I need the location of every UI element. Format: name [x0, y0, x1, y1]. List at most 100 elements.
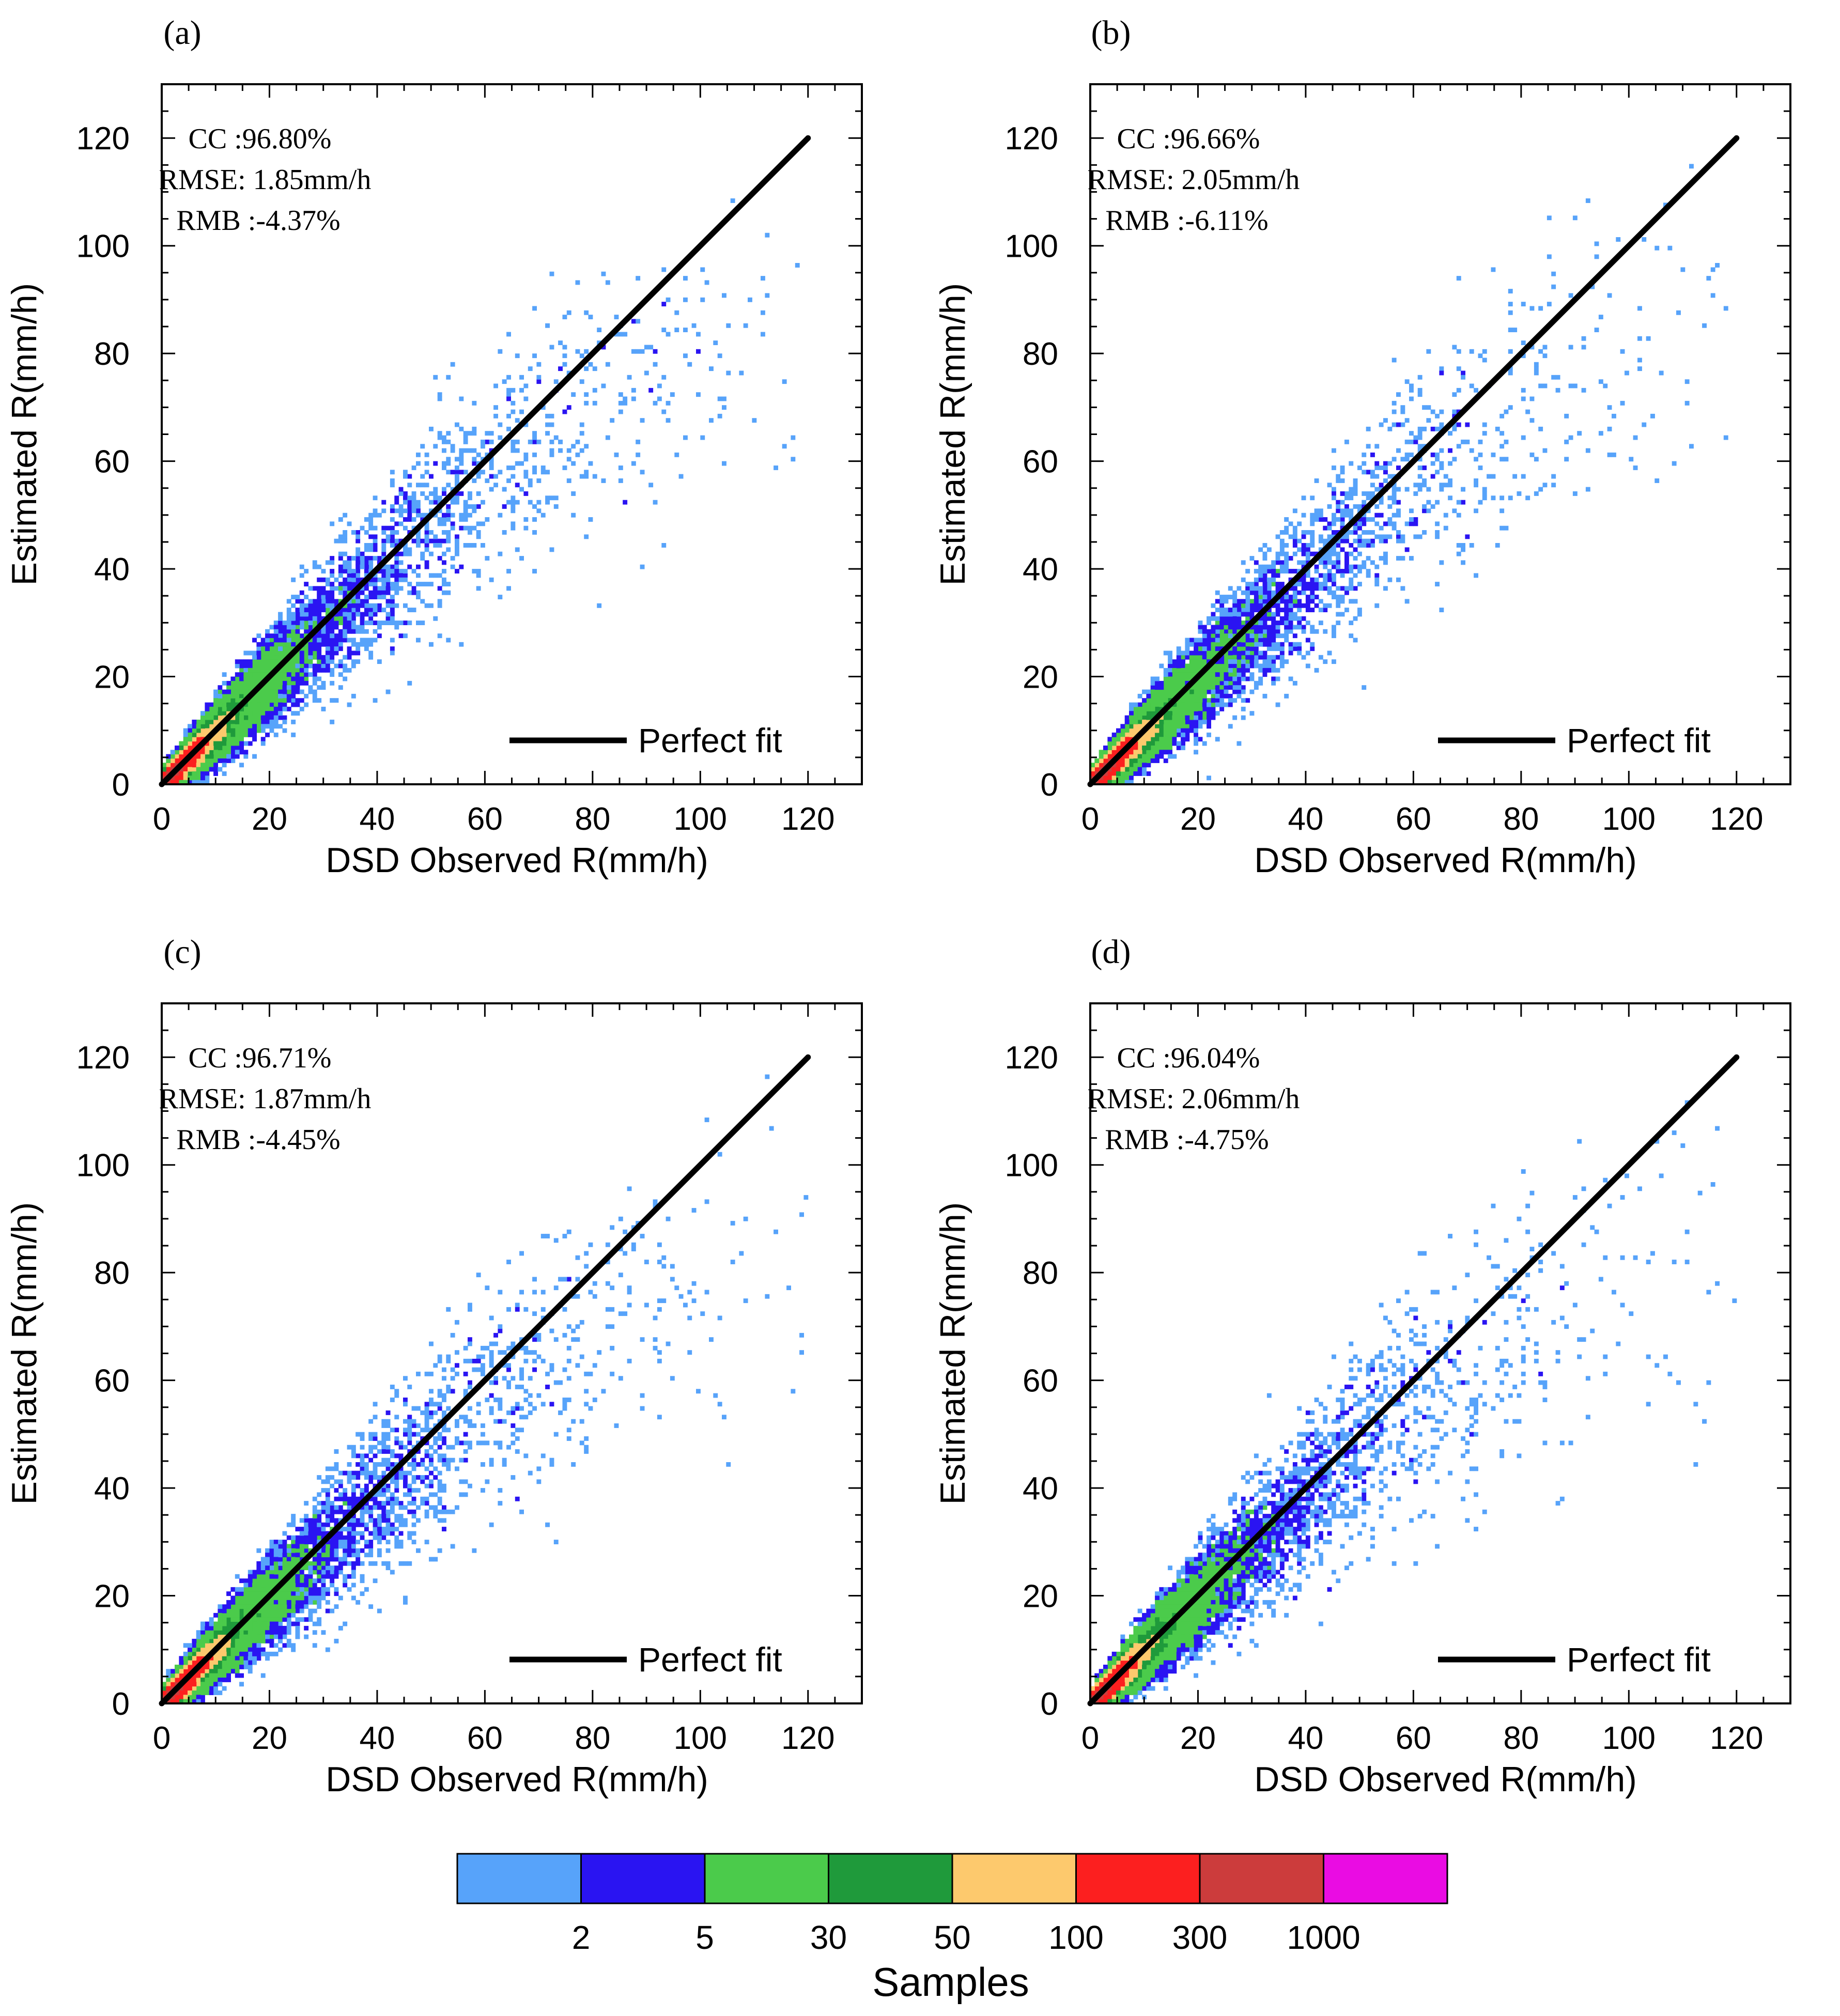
heatmap-cell: [481, 1432, 485, 1437]
heatmap-cell: [347, 1531, 352, 1536]
heatmap-cell: [183, 1669, 188, 1674]
heatmap-cell: [1262, 577, 1267, 582]
heatmap-cell: [239, 676, 244, 681]
heatmap-cell: [1508, 328, 1513, 332]
heatmap-cell: [265, 650, 270, 656]
heatmap-cell: [1279, 616, 1285, 621]
heatmap-cell: [334, 1535, 339, 1540]
heatmap-cell: [304, 663, 309, 669]
heatmap-cell: [377, 1522, 382, 1527]
heatmap-cell: [1292, 603, 1297, 608]
heatmap-cell: [252, 1621, 257, 1626]
heatmap-cell: [1198, 685, 1203, 690]
heatmap-cell: [368, 517, 374, 522]
heatmap-cell: [1266, 590, 1272, 595]
heatmap-cell: [188, 1678, 192, 1682]
heatmap-cell: [1456, 366, 1461, 371]
heatmap-cell: [256, 663, 261, 669]
heatmap-cell: [308, 625, 313, 630]
heatmap-cell: [1284, 556, 1289, 561]
heatmap-cell: [571, 1328, 576, 1333]
heatmap-cell: [351, 1540, 356, 1544]
heatmap-cell: [1120, 771, 1125, 776]
heatmap-cell: [1340, 491, 1345, 496]
heatmap-cell: [308, 603, 313, 608]
heatmap-cell: [368, 595, 374, 599]
heatmap-cell: [1232, 685, 1238, 690]
heatmap-cell: [291, 719, 296, 724]
heatmap-cell: [450, 1509, 455, 1514]
heatmap-cell: [295, 672, 300, 677]
heatmap-cell: [1456, 513, 1461, 518]
heatmap-cell: [373, 1445, 378, 1450]
y-tick-label: 0: [112, 767, 130, 803]
heatmap-cell: [1344, 564, 1349, 569]
heatmap-cell: [678, 1294, 684, 1299]
heatmap-cell: [377, 625, 382, 630]
heatmap-cell: [330, 573, 335, 578]
heatmap-cell: [183, 1691, 188, 1695]
heatmap-cell: [282, 646, 287, 652]
heatmap-cell: [515, 448, 520, 453]
heatmap-cell: [1241, 663, 1246, 669]
heatmap-cell: [506, 1385, 511, 1389]
heatmap-cell: [1116, 741, 1121, 746]
heatmap-cell: [468, 491, 472, 496]
heatmap-cell: [398, 487, 404, 492]
heatmap-cell: [545, 323, 550, 328]
heatmap-cell: [1262, 603, 1267, 608]
heatmap-cell: [351, 1553, 356, 1558]
heatmap-cell: [1207, 616, 1211, 621]
heatmap-cell: [308, 1591, 313, 1596]
heatmap-cell: [549, 448, 554, 453]
heatmap-cell: [347, 521, 352, 526]
heatmap-cell: [330, 582, 335, 586]
heatmap-cell: [459, 491, 464, 496]
heatmap-cell: [377, 1548, 382, 1553]
heatmap-cell: [385, 538, 391, 544]
heatmap-cell: [1314, 517, 1319, 522]
heatmap-cell: [1391, 495, 1397, 501]
heatmap-cell: [1374, 466, 1380, 470]
heatmap-cell: [1168, 746, 1172, 750]
heatmap-cell: [364, 1453, 369, 1459]
heatmap-cell: [1159, 732, 1164, 737]
heatmap-cell: [390, 470, 395, 475]
heatmap-cell: [381, 582, 386, 586]
heatmap-cell: [317, 668, 322, 673]
heatmap-cell: [640, 564, 645, 569]
heatmap-cell: [273, 1617, 279, 1622]
heatmap-cell: [1271, 659, 1276, 664]
heatmap-cell: [1124, 771, 1130, 776]
heatmap-cell: [330, 569, 335, 573]
heatmap-cell: [222, 672, 227, 677]
heatmap-cell: [1284, 633, 1289, 639]
heatmap-cell: [407, 1428, 412, 1433]
heatmap-cell: [1232, 689, 1238, 694]
heatmap-cell: [248, 1638, 253, 1643]
heatmap-cell: [407, 513, 412, 518]
heatmap-cell: [308, 672, 313, 677]
heatmap-cell: [1150, 741, 1155, 746]
heatmap-cell: [433, 500, 438, 505]
heatmap-cell: [463, 439, 468, 444]
heatmap-cell: [1150, 750, 1155, 755]
heatmap-cell: [175, 776, 179, 781]
heatmap-cell: [424, 1423, 429, 1428]
heatmap-cell: [1564, 457, 1569, 462]
heatmap-cell: [1284, 595, 1289, 599]
heatmap-cell: [256, 1578, 261, 1584]
heatmap-cell: [476, 1354, 481, 1359]
heatmap-cell: [179, 754, 184, 759]
heatmap-cell: [1172, 680, 1177, 686]
heatmap-cell: [248, 1621, 253, 1626]
heatmap-cell: [1224, 595, 1229, 599]
heatmap-cell: [256, 642, 261, 647]
heatmap-cell: [1120, 780, 1125, 785]
heatmap-cell: [1362, 543, 1367, 548]
heatmap-cell: [230, 732, 236, 737]
heatmap-cell: [545, 431, 550, 436]
heatmap-cell: [481, 1367, 485, 1372]
heatmap-cell: [196, 758, 201, 763]
heatmap-cell: [1232, 625, 1238, 630]
